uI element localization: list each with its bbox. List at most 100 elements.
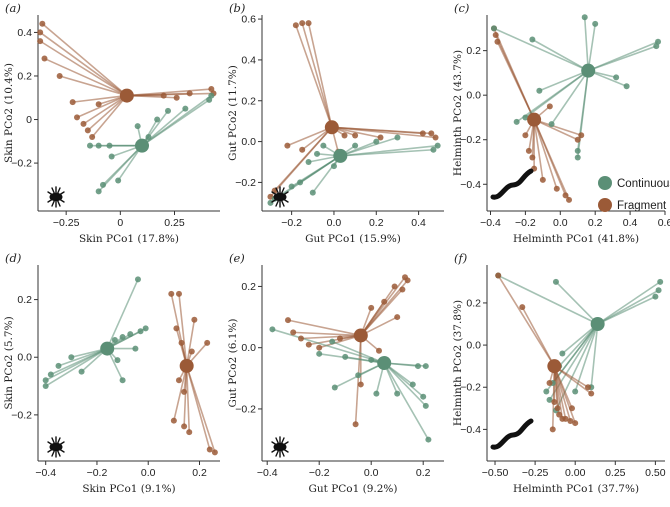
x-tick-label: 0.25 — [605, 467, 626, 479]
legend: Continuous Fragment — [598, 176, 670, 212]
fragment-point — [341, 132, 348, 139]
continuous-point — [572, 388, 579, 395]
x-tick-label: 0 — [117, 217, 123, 229]
panel-b: −0.2 0.0 0.2 0.4 −0.2 0.0 0.2 0.4 0.6 Gut PCo1 (1… — [227, 1, 444, 245]
fragment-point — [337, 335, 343, 342]
panel-label: (b) — [229, 1, 245, 15]
x-tick-label: −0.25 — [522, 467, 549, 479]
fragment-spoke — [41, 23, 128, 97]
fragment-point — [39, 20, 46, 27]
fragment-point — [368, 304, 375, 311]
panel-label: (d) — [5, 251, 21, 265]
continuous-spoke — [141, 94, 212, 147]
continuous-point — [297, 179, 304, 186]
tick-leg — [58, 191, 65, 196]
fragment-point — [352, 421, 359, 428]
x-tick-label: −0.4 — [257, 467, 278, 479]
tick-leg — [51, 449, 56, 457]
x-tick-label: −0.2 — [309, 467, 330, 479]
continuous-point — [142, 325, 149, 332]
continuous-point — [394, 134, 401, 141]
continuous-spoke — [117, 145, 143, 181]
y-tick-label: 0.0 — [466, 90, 481, 102]
continuous-spoke — [597, 295, 656, 325]
continuous-point — [373, 138, 380, 145]
fragment-spoke — [301, 22, 333, 128]
fragment-point — [419, 130, 426, 137]
fragment-point — [89, 133, 96, 140]
x-tick-label: 0.0 — [553, 217, 568, 229]
tick-leg — [271, 441, 278, 446]
continuous-point — [108, 153, 115, 160]
worm-icon — [490, 168, 534, 200]
fragment-point — [551, 398, 558, 405]
continuous-point — [208, 92, 215, 99]
y-tick-label: −0.2 — [460, 382, 481, 394]
x-tick-label: 0.4 — [623, 217, 638, 229]
panel-label: (a) — [5, 1, 21, 15]
tick-leg — [58, 448, 65, 453]
legend-swatch-fragment — [598, 198, 612, 212]
fragment-spoke — [497, 275, 556, 367]
fragment-point — [492, 32, 499, 39]
fragment-point — [175, 377, 182, 384]
x-tick-label: −0.4 — [480, 217, 501, 229]
fragment-spoke — [173, 365, 188, 421]
continuous-point — [592, 20, 599, 27]
fragment-point — [299, 20, 306, 27]
tick-leg — [280, 449, 285, 457]
continuous-spoke — [539, 69, 589, 92]
tick-icon — [47, 436, 65, 458]
tick-leg — [58, 441, 65, 446]
continuous-point — [613, 74, 620, 81]
fragment-point — [556, 411, 563, 418]
fragment-spoke — [287, 319, 361, 337]
y-tick-label: 0.4 — [241, 54, 256, 66]
fragment-spoke — [553, 365, 573, 409]
fragment-point — [495, 272, 502, 279]
fragment-point — [567, 417, 574, 424]
y-tick-label: 0.0 — [241, 342, 256, 354]
x-tick-label: −0.4 — [35, 467, 56, 479]
fragment-point — [160, 92, 167, 99]
fragment-spoke — [44, 57, 128, 97]
continuous-spoke — [45, 347, 108, 382]
y-axis-label: Gut PCo2 (11.7%) — [227, 65, 239, 161]
continuous-point — [119, 377, 126, 384]
fragment-point — [529, 154, 536, 161]
continuous-spoke — [106, 279, 139, 349]
continuous-point — [47, 371, 54, 378]
continuous-point — [430, 146, 437, 153]
continuous-point — [536, 87, 543, 94]
continuous-point — [415, 363, 421, 370]
fragment-point — [178, 339, 185, 346]
tick-leg — [56, 437, 61, 445]
x-tick-label: 0.6 — [658, 217, 670, 229]
x-tick-label: 0.2 — [416, 467, 431, 479]
continuous-spoke — [340, 144, 438, 157]
fragment-point — [186, 90, 193, 97]
tick-leg — [271, 191, 278, 196]
x-axis-label: Skin PCo1 (9.1%) — [82, 483, 175, 495]
continuous-point — [42, 383, 49, 390]
fragment-point — [299, 146, 306, 153]
continuous-point — [132, 345, 139, 352]
fragment-spoke — [300, 334, 361, 340]
fragment-spoke — [39, 31, 128, 97]
fragment-spoke — [293, 331, 361, 337]
fragment-point — [290, 329, 297, 336]
x-tick-label: 0.50 — [645, 467, 666, 479]
y-tick-label: 0.2 — [17, 70, 32, 82]
fragment-spoke — [72, 94, 127, 103]
fragment-spoke — [91, 95, 128, 138]
fragment-point — [168, 290, 175, 297]
continuous-point — [320, 142, 327, 149]
continuous-point — [422, 363, 429, 370]
fragment-centroid — [353, 328, 368, 343]
fragment-point — [305, 341, 312, 348]
continuous-point — [652, 293, 659, 300]
continuous-centroid — [135, 138, 149, 153]
fragment-spoke — [533, 119, 544, 180]
continuous-point — [78, 368, 85, 375]
y-axis-label: Helminth PCo2 (37.8%) — [452, 300, 464, 426]
